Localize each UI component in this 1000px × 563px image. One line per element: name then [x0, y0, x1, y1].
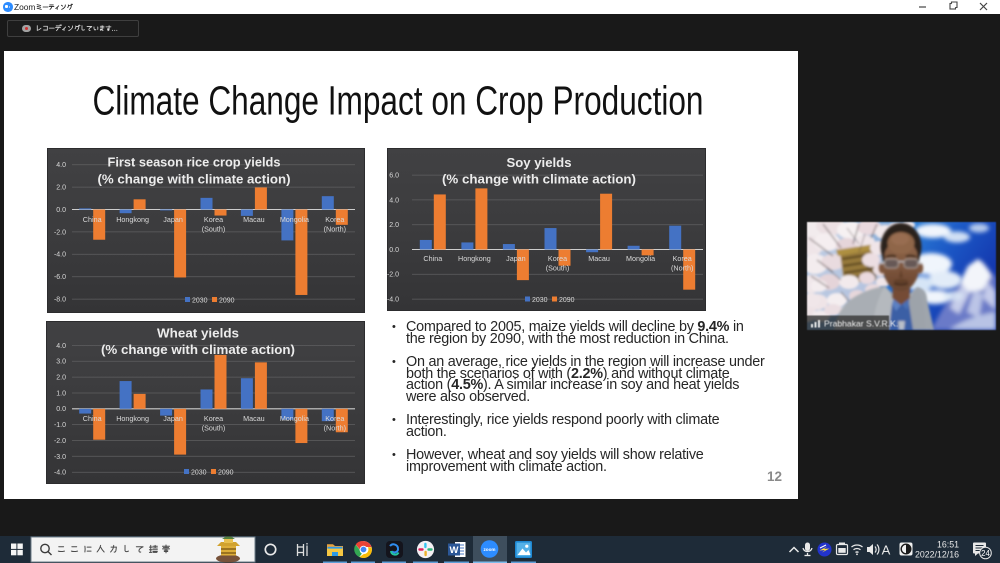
svg-text:2.0: 2.0 — [389, 222, 399, 229]
svg-text:(% change with climate action): (% change with climate action) — [101, 342, 295, 357]
svg-text:-4.0: -4.0 — [54, 470, 66, 477]
svg-text:0.0: 0.0 — [56, 207, 66, 214]
svg-text:2022/12/16: 2022/12/16 — [915, 550, 959, 560]
svg-text:First season rice crop yields: First season rice crop yields — [108, 155, 281, 170]
svg-text:-2.0: -2.0 — [54, 229, 66, 236]
svg-text:2090: 2090 — [219, 298, 235, 305]
svg-text:0.0: 0.0 — [389, 247, 399, 254]
svg-text:Korea: Korea — [204, 215, 223, 224]
svg-text:W: W — [450, 545, 459, 556]
svg-text:-2.0: -2.0 — [54, 438, 66, 445]
svg-text:(North): (North) — [324, 225, 346, 234]
svg-text:Mongolia: Mongolia — [626, 254, 655, 263]
svg-text:(% change with climate action): (% change with climate action) — [98, 171, 291, 186]
svg-text:4.0: 4.0 — [56, 162, 66, 169]
svg-text:(South): (South) — [202, 225, 226, 234]
svg-text:Hongkong: Hongkong — [116, 414, 149, 423]
svg-text:4.0: 4.0 — [56, 343, 66, 350]
svg-text:1.0: 1.0 — [56, 390, 66, 397]
svg-text:China: China — [423, 254, 442, 263]
svg-text:Japan: Japan — [506, 254, 526, 263]
svg-text:Wheat yields: Wheat yields — [157, 326, 239, 341]
svg-text:Hongkong: Hongkong — [458, 254, 491, 263]
svg-text:-4.0: -4.0 — [54, 252, 66, 259]
svg-text:Soy yields: Soy yields — [507, 155, 572, 170]
svg-text:24: 24 — [981, 549, 990, 558]
svg-text:Climate Change Impact on Crop: Climate Change Impact on Crop Production — [93, 78, 704, 124]
svg-text:A: A — [882, 543, 891, 558]
svg-text:2090: 2090 — [218, 470, 234, 477]
svg-text:4.0: 4.0 — [389, 197, 399, 204]
svg-text:Korea: Korea — [325, 215, 344, 224]
svg-text:zoom: zoom — [484, 547, 496, 552]
svg-text:(North): (North) — [671, 264, 693, 273]
svg-text:Macau: Macau — [243, 414, 265, 423]
svg-text:Mongolia: Mongolia — [280, 414, 309, 423]
svg-text:(South): (South) — [202, 424, 226, 433]
svg-text:16:51: 16:51 — [937, 540, 959, 550]
svg-text:Korea: Korea — [673, 254, 692, 263]
svg-text:-8.0: -8.0 — [54, 297, 66, 304]
svg-text:-6.0: -6.0 — [54, 274, 66, 281]
svg-text:Korea: Korea — [325, 414, 344, 423]
svg-text:(% change with climate action): (% change with climate action) — [442, 171, 636, 186]
svg-text:2030: 2030 — [191, 470, 207, 477]
svg-text:-1.0: -1.0 — [54, 422, 66, 429]
svg-text:0.0: 0.0 — [56, 406, 66, 413]
svg-text:(South): (South) — [546, 264, 570, 273]
svg-text:Mongolia: Mongolia — [280, 215, 309, 224]
svg-text:China: China — [83, 414, 102, 423]
svg-text:2030: 2030 — [532, 297, 548, 304]
svg-text:Korea: Korea — [204, 414, 223, 423]
svg-text:-2.0: -2.0 — [387, 272, 399, 279]
svg-text:6.0: 6.0 — [389, 173, 399, 180]
svg-text:China: China — [83, 215, 102, 224]
svg-text:Korea: Korea — [548, 254, 567, 263]
svg-text:Japan: Japan — [163, 414, 183, 423]
svg-text:2090: 2090 — [559, 297, 575, 304]
svg-text:3.0: 3.0 — [56, 359, 66, 366]
svg-text:2.0: 2.0 — [56, 375, 66, 382]
svg-text:Hongkong: Hongkong — [116, 215, 149, 224]
svg-text:Prabhakar S.V.R.K.: Prabhakar S.V.R.K. — [824, 319, 898, 329]
svg-text:Macau: Macau — [588, 254, 610, 263]
svg-text:Macau: Macau — [243, 215, 265, 224]
svg-text:2030: 2030 — [192, 298, 208, 305]
svg-text:(North): (North) — [324, 424, 346, 433]
svg-text:Japan: Japan — [163, 215, 183, 224]
svg-text:-4.0: -4.0 — [387, 297, 399, 304]
svg-text:-3.0: -3.0 — [54, 454, 66, 461]
svg-text:2.0: 2.0 — [56, 185, 66, 192]
